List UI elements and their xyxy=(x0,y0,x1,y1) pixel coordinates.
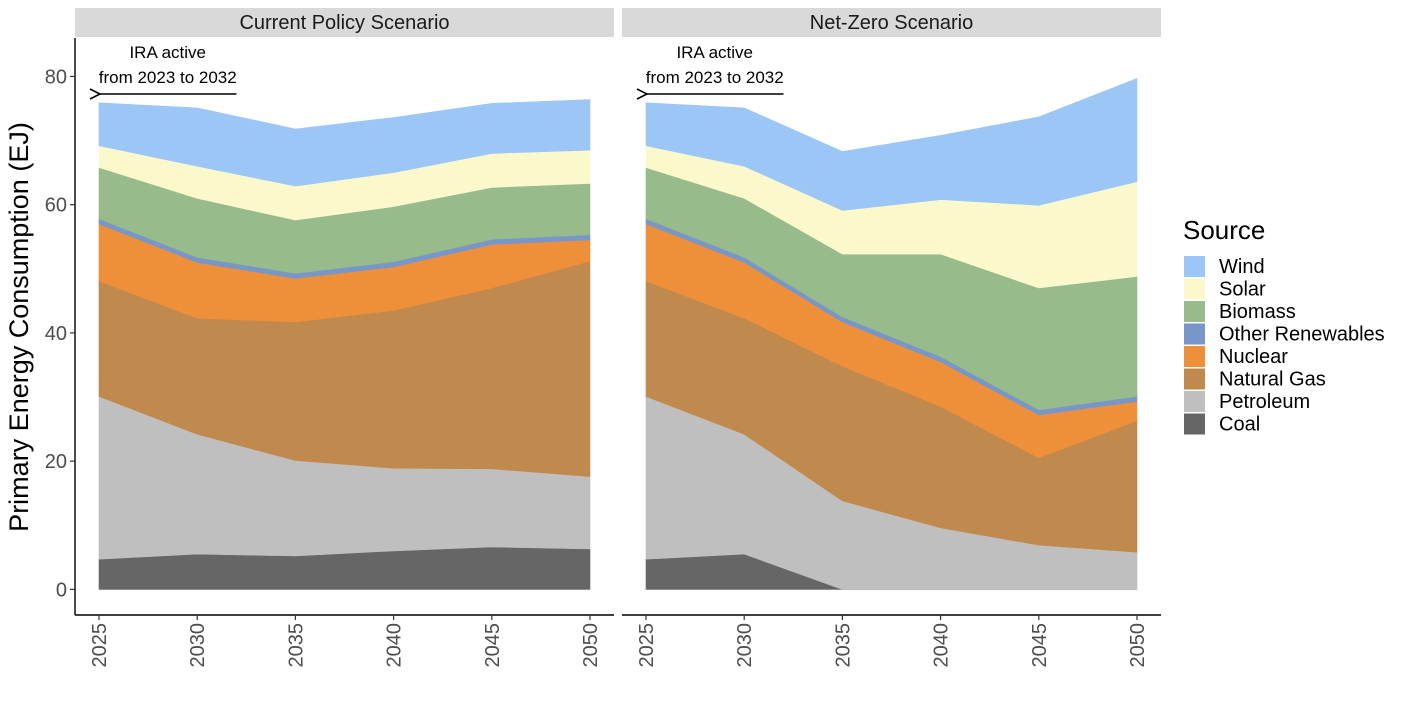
y-tick-label-40: 40 xyxy=(45,323,67,345)
panel-2-area-wind xyxy=(645,77,1138,211)
panel-1-x-tick-label-2050: 2050 xyxy=(580,623,602,668)
panel-2-x-tick-label-2050: 2050 xyxy=(1127,623,1149,668)
panel-1-x-tick-label-2025: 2025 xyxy=(89,623,111,668)
legend-label-coal: Coal xyxy=(1219,414,1260,436)
panel-1-x-tick-label-2035: 2035 xyxy=(285,623,307,668)
legend-title: Source xyxy=(1183,215,1265,245)
y-axis-title: Primary Energy Consumption (EJ) xyxy=(4,122,34,532)
legend-label-petroleum: Petroleum xyxy=(1219,391,1310,413)
panel-1-title: Current Policy Scenario xyxy=(239,12,449,34)
legend-key-other-renewables xyxy=(1184,323,1205,345)
panel-1-x-tick-label-2040: 2040 xyxy=(384,623,406,668)
panel-2: Net-Zero Scenario 2025 2030 2035 2040 2045 205… xyxy=(622,8,1161,668)
legend-label-biomass: Biomass xyxy=(1219,301,1296,323)
panel-2-x-tick-label-2040: 2040 xyxy=(931,623,953,668)
panel-2-annotation-line-2: from 2023 to 2032 xyxy=(646,68,784,87)
legend-key-wind xyxy=(1184,256,1205,277)
panel-2-title: Net-Zero Scenario xyxy=(810,12,973,34)
y-tick-label-20: 20 xyxy=(45,451,67,473)
legend-label-natural-gas: Natural Gas xyxy=(1219,369,1326,391)
legend-label-other-renewables: Other Renewables xyxy=(1219,324,1385,346)
panel-2-x-tick-label-2030: 2030 xyxy=(734,623,756,668)
panel-2-x-tick-label-2025: 2025 xyxy=(636,623,658,668)
panel-1-annotation-line-2: from 2023 to 2032 xyxy=(99,68,237,87)
legend-key-natural-gas xyxy=(1184,368,1205,390)
panel-1-area-wind xyxy=(98,99,591,187)
y-tick-label-80: 80 xyxy=(45,66,67,88)
panel-1-x-tick-label-2030: 2030 xyxy=(187,623,209,668)
panel-2-strip xyxy=(622,8,1161,37)
legend-label-wind: Wind xyxy=(1219,256,1265,278)
y-tick-label-60: 60 xyxy=(45,195,67,217)
legend-key-solar xyxy=(1184,278,1205,300)
legend-key-coal xyxy=(1184,413,1205,435)
panel-1-annotation-line-1: IRA active xyxy=(129,43,206,62)
y-tick-label-0: 0 xyxy=(56,579,67,601)
panel-2-x-tick-label-2035: 2035 xyxy=(832,623,854,668)
legend-key-biomass xyxy=(1184,301,1205,322)
legend-label-nuclear: Nuclear xyxy=(1219,346,1288,368)
legend-label-solar: Solar xyxy=(1219,279,1266,301)
legend-key-petroleum xyxy=(1184,391,1205,412)
panel-1-strip xyxy=(75,8,614,37)
panel-2-x-tick-label-2045: 2045 xyxy=(1029,623,1051,668)
legend-key-nuclear xyxy=(1184,346,1205,367)
panel-1-x-tick-label-2045: 2045 xyxy=(482,623,504,668)
panel-2-annotation-line-1: IRA active xyxy=(676,43,753,62)
